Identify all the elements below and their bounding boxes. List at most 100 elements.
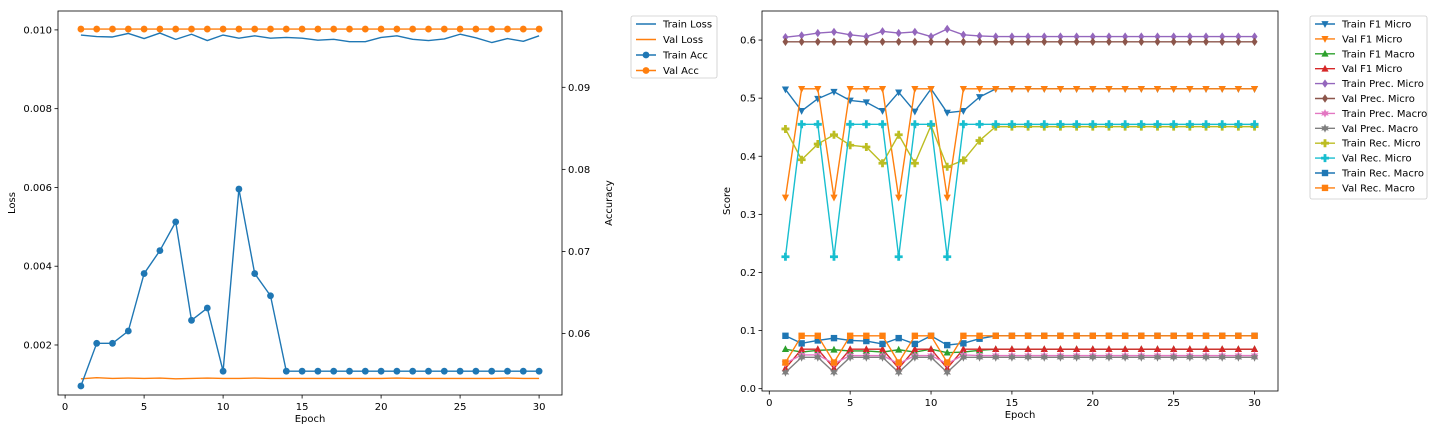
data-point (911, 345, 919, 353)
x-tick-label: 10 (217, 402, 230, 413)
data-point (472, 25, 480, 33)
data-point (1186, 37, 1193, 46)
data-point (943, 368, 952, 377)
x-tick-label: 30 (1248, 398, 1261, 409)
data-point (1121, 85, 1129, 93)
data-point (879, 27, 886, 36)
legend-entry: Val Prec. Macro (1315, 124, 1418, 135)
data-point (1185, 120, 1194, 129)
data-point (927, 352, 935, 362)
data-point (1218, 352, 1226, 362)
data-point (959, 352, 968, 362)
data-point (267, 25, 274, 33)
data-point (863, 332, 870, 340)
data-point (862, 99, 870, 107)
data-point (314, 367, 322, 375)
data-point (519, 25, 527, 33)
data-point (330, 367, 338, 375)
data-point (1040, 85, 1048, 93)
data-point (1186, 345, 1194, 353)
data-point (975, 120, 984, 129)
y-axis-label: Score (722, 187, 733, 215)
data-point (944, 359, 951, 366)
data-point (895, 345, 903, 353)
data-point (992, 85, 1000, 93)
series-line (784, 348, 1255, 370)
data-point (1153, 345, 1162, 353)
data-point (1186, 352, 1194, 362)
data-point (1105, 37, 1112, 46)
data-point (863, 337, 870, 345)
data-point (1056, 120, 1065, 129)
data-point (1024, 345, 1032, 353)
data-point (927, 332, 935, 340)
data-point (1121, 345, 1129, 353)
series-line (80, 32, 540, 44)
data-point (992, 345, 1000, 353)
data-point (975, 345, 984, 353)
legend-entry: Train Acc (636, 51, 708, 62)
legend-entry: Train Prec. Macro (1315, 109, 1427, 120)
data-point (156, 25, 164, 33)
data-point (798, 332, 805, 340)
data-point (425, 367, 432, 375)
data-point (976, 332, 983, 340)
legend-marker (1321, 21, 1329, 28)
data-point (1122, 32, 1129, 41)
data-point (140, 270, 148, 277)
data-point (960, 340, 967, 347)
data-point (1137, 85, 1145, 93)
data-point (1218, 120, 1227, 129)
data-point (361, 367, 369, 375)
data-point (1234, 352, 1243, 362)
data-point (251, 270, 259, 277)
data-point (1153, 85, 1162, 93)
series-train-loss (80, 32, 540, 44)
legend-label: Train Rec. Macro (1341, 169, 1424, 180)
data-point (1153, 120, 1162, 129)
data-point (911, 27, 918, 37)
legend-marker (1321, 36, 1329, 43)
legend-label: Val F1 Micro (1342, 34, 1402, 45)
data-point (1008, 352, 1016, 362)
data-point (830, 368, 838, 377)
x-tick-label: 25 (454, 402, 467, 413)
data-point (1250, 120, 1259, 129)
data-point (1186, 32, 1193, 41)
data-point (267, 292, 274, 300)
x-tick-label: 0 (62, 402, 68, 413)
data-point (1008, 37, 1015, 46)
series-line (785, 335, 1255, 346)
data-point (846, 85, 854, 93)
data-point (409, 25, 417, 33)
series-line (80, 188, 540, 387)
data-point (910, 159, 919, 168)
data-point (1170, 345, 1178, 353)
series-train-rec-micro (781, 121, 1259, 171)
legend-marker (1321, 64, 1329, 72)
legend-entry: Train Prec. Micro (1315, 79, 1424, 90)
data-point (847, 37, 854, 46)
data-point (1203, 32, 1210, 41)
data-point (1202, 345, 1210, 353)
data-point (894, 368, 903, 377)
legend-entry: Val Loss (636, 35, 703, 46)
data-point (504, 25, 511, 33)
series-line (785, 28, 1255, 38)
y2-axis-label: Accuracy (604, 180, 615, 226)
legend-entry: Val Rec. Macro (1315, 183, 1415, 194)
series-line (80, 376, 540, 380)
data-point (1121, 120, 1130, 129)
data-point (846, 120, 855, 129)
data-point (1040, 120, 1049, 129)
data-point (992, 332, 999, 340)
data-point (1057, 37, 1064, 46)
data-point (1153, 352, 1162, 362)
data-point (814, 345, 822, 353)
data-point (1104, 120, 1113, 129)
data-point (1154, 37, 1161, 46)
data-point (976, 37, 983, 46)
data-point (895, 28, 902, 38)
data-point (878, 85, 887, 93)
y-tick-label: 0.2 (740, 268, 756, 279)
